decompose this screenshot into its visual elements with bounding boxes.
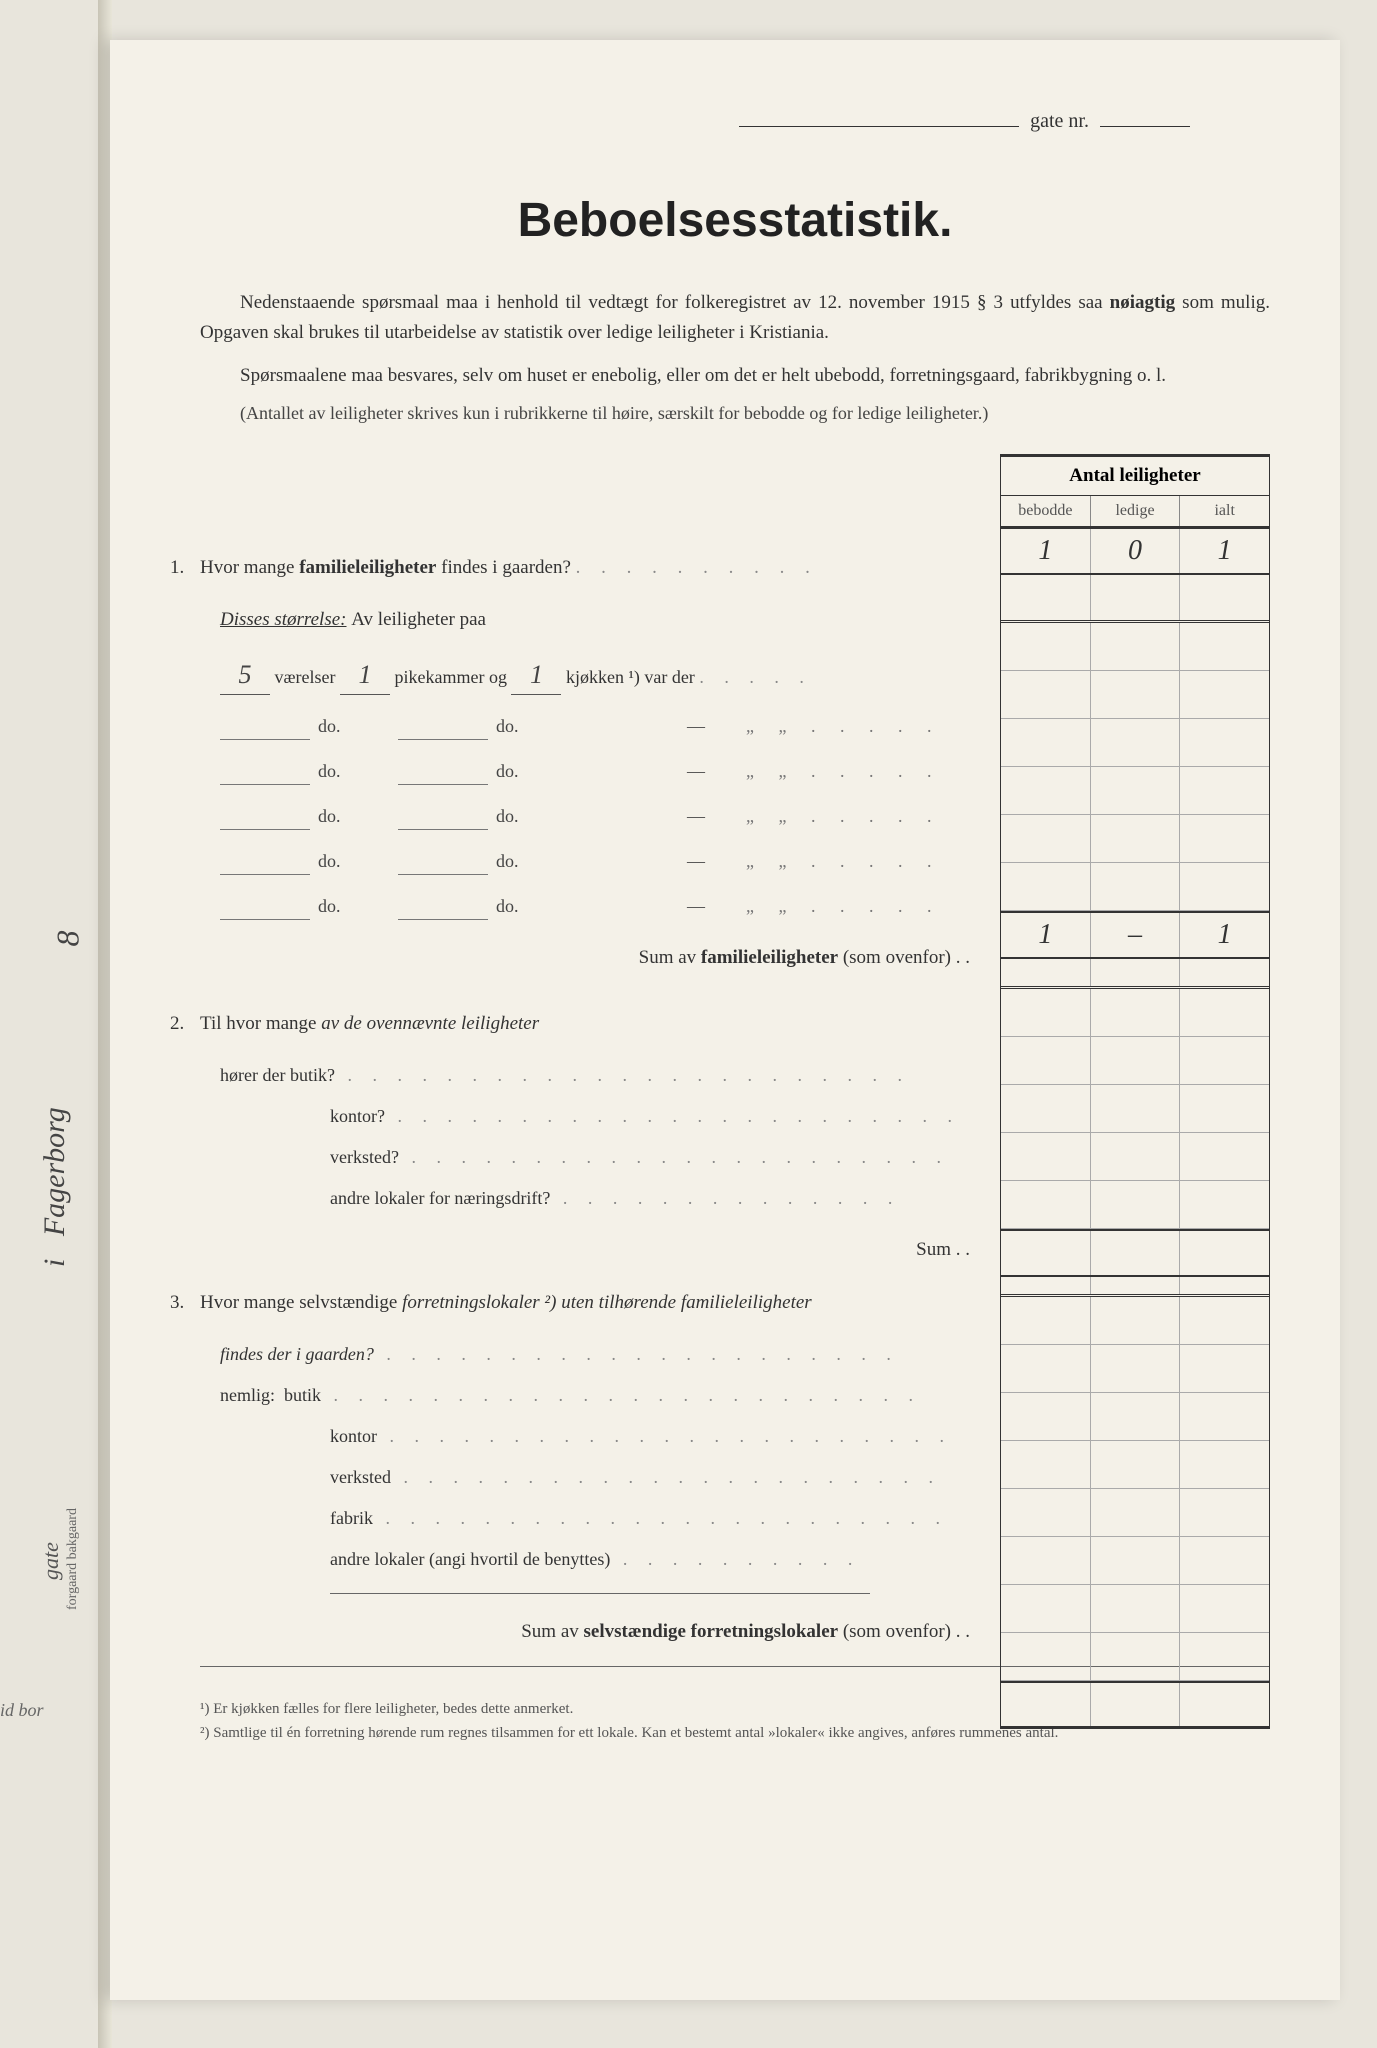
table-row (1001, 1037, 1269, 1085)
table-row: 1 0 1 (1001, 527, 1269, 575)
table-row (1001, 1181, 1269, 1229)
q3-line-4: fabrik . . . . . . . . . . . . . . . . .… (200, 1505, 980, 1532)
table-row (1001, 815, 1269, 863)
table-row (1001, 1345, 1269, 1393)
q1-title: Hvor mange familieleiligheter findes i g… (200, 557, 818, 578)
q3-line-1: nemlig: butik . . . . . . . . . . . . . … (200, 1382, 980, 1409)
q3-sum: Sum av selvstændige forretningslokaler (… (200, 1618, 980, 1647)
gate-blank-line (739, 126, 1019, 127)
q2-number: 2. (170, 1010, 184, 1039)
table-row (1001, 1489, 1269, 1537)
questions-area: 1. Hvor mange familieleiligheter findes … (200, 454, 980, 1646)
q2-line-1: hører der butik? . . . . . . . . . . . .… (200, 1062, 980, 1089)
q3-line-3: verksted . . . . . . . . . . . . . . . .… (200, 1464, 980, 1491)
table-header-title: Antal leiligheter (1001, 457, 1269, 496)
count-table: Antal leiligheter bebodde ledige ialt 1 … (1000, 454, 1270, 1729)
table-row (1001, 719, 1269, 767)
table-row (1001, 989, 1269, 1037)
col-ledige: ledige (1091, 496, 1181, 526)
table-row (1001, 1133, 1269, 1181)
table-row (1001, 1681, 1269, 1729)
margin-handwritten-word: i Fagerborg (38, 1107, 72, 1267)
q1-subtitle: Disses størrelse: Av leiligheter paa (200, 606, 980, 635)
table-row (1001, 623, 1269, 671)
q2-sum: Sum . . (200, 1236, 980, 1265)
table-row (1001, 767, 1269, 815)
table-row (1001, 671, 1269, 719)
page-title: Beboelsesstatistik. (200, 193, 1270, 248)
kjokken-value: 1 (521, 655, 551, 694)
col-bebodde: bebodde (1001, 496, 1091, 526)
q1-number: 1. (170, 554, 184, 583)
table-row (1001, 1085, 1269, 1133)
nr-blank-line (1100, 126, 1190, 127)
do-row-1: do. do. — „ „ . . . . . (200, 713, 980, 740)
margin-vertical-text: Sammendrag av personlisterne for huset n… (35, 0, 61, 180)
table-row (1001, 1229, 1269, 1277)
q3-line-2: kontor . . . . . . . . . . . . . . . . .… (200, 1423, 980, 1450)
q2-line-4: andre lokaler for næringsdrift? . . . . … (200, 1185, 980, 1212)
table-row-spacer (1001, 959, 1269, 989)
q3-blank-line (330, 1593, 870, 1594)
margin-vertical-gate: gate (38, 1542, 64, 1580)
cell-sum-ledige: – (1091, 913, 1181, 957)
intro-paragraph-1: Nedenstaaende spørsmaal maa i henhold ti… (200, 288, 1270, 349)
margin-side-label: id bor (0, 1700, 44, 1721)
q3-line-5: andre lokaler (angi hvortil de benyttes)… (200, 1546, 980, 1573)
q2-line-3: verksted? . . . . . . . . . . . . . . . … (200, 1144, 980, 1171)
q3-number: 3. (170, 1289, 184, 1318)
table-header-row: bebodde ledige ialt (1001, 496, 1269, 527)
table-row (1001, 863, 1269, 911)
question-2: 2. Til hvor mange av de ovennævnte leili… (200, 1000, 980, 1048)
cell-bebodde: 1 (1001, 529, 1091, 573)
col-ialt: ialt (1180, 496, 1269, 526)
table-row (1001, 1297, 1269, 1345)
cell-ialt: 1 (1180, 529, 1269, 573)
question-1: 1. Hvor mange familieleiligheter findes … (200, 544, 980, 592)
do-row-2: do. do. — „ „ . . . . . (200, 758, 980, 785)
do-row-5: do. do. — „ „ . . . . . (200, 893, 980, 920)
q3-sub: findes der i gaarden? . . . . . . . . . … (200, 1341, 980, 1368)
question-3: 3. Hvor mange selvstændige forretningslo… (200, 1279, 980, 1327)
q1-sum: Sum av familieleiligheter (som ovenfor) … (200, 944, 980, 973)
table-row-sum: 1 – 1 (1001, 911, 1269, 959)
intro-paragraph-3: (Antallet av leiligheter skrives kun i r… (200, 403, 1270, 424)
table-header: Antal leiligheter bebodde ledige ialt (1000, 454, 1270, 527)
q2-line-2: kontor? . . . . . . . . . . . . . . . . … (200, 1103, 980, 1130)
main-content: Antal leiligheter bebodde ledige ialt 1 … (200, 454, 1270, 1646)
intro-paragraph-2: Spørsmaalene maa besvares, selv om huset… (200, 361, 1270, 391)
q1-fill-line: 5 værelser 1 pikekammer og 1 kjøkken ¹) … (200, 655, 980, 695)
table-row (1001, 1585, 1269, 1633)
cell-ledige: 0 (1091, 529, 1181, 573)
cell-sum-ialt: 1 (1180, 913, 1269, 957)
table-row (1001, 1393, 1269, 1441)
table-body: 1 0 1 1 – 1 (1000, 527, 1270, 1729)
table-row (1001, 575, 1269, 623)
vaerelser-value: 5 (230, 655, 260, 694)
margin-handwritten-nr: 8 (50, 931, 87, 947)
pikekammer-value: 1 (350, 655, 380, 694)
table-row (1001, 1441, 1269, 1489)
cell-sum-bebodde: 1 (1001, 913, 1091, 957)
margin-vertical-small: forgaard bakgaard (65, 1508, 81, 1610)
gate-nr-field: gate nr. (200, 110, 1190, 133)
do-row-4: do. do. — „ „ . . . . . (200, 848, 980, 875)
gate-nr-label: gate nr. (1030, 110, 1089, 132)
table-row-spacer (1001, 1277, 1269, 1297)
table-row (1001, 1537, 1269, 1585)
do-row-3: do. do. — „ „ . . . . . (200, 803, 980, 830)
document-page: gate nr. Beboelsesstatistik. Nedenstaaen… (110, 40, 1340, 2000)
table-row (1001, 1633, 1269, 1681)
